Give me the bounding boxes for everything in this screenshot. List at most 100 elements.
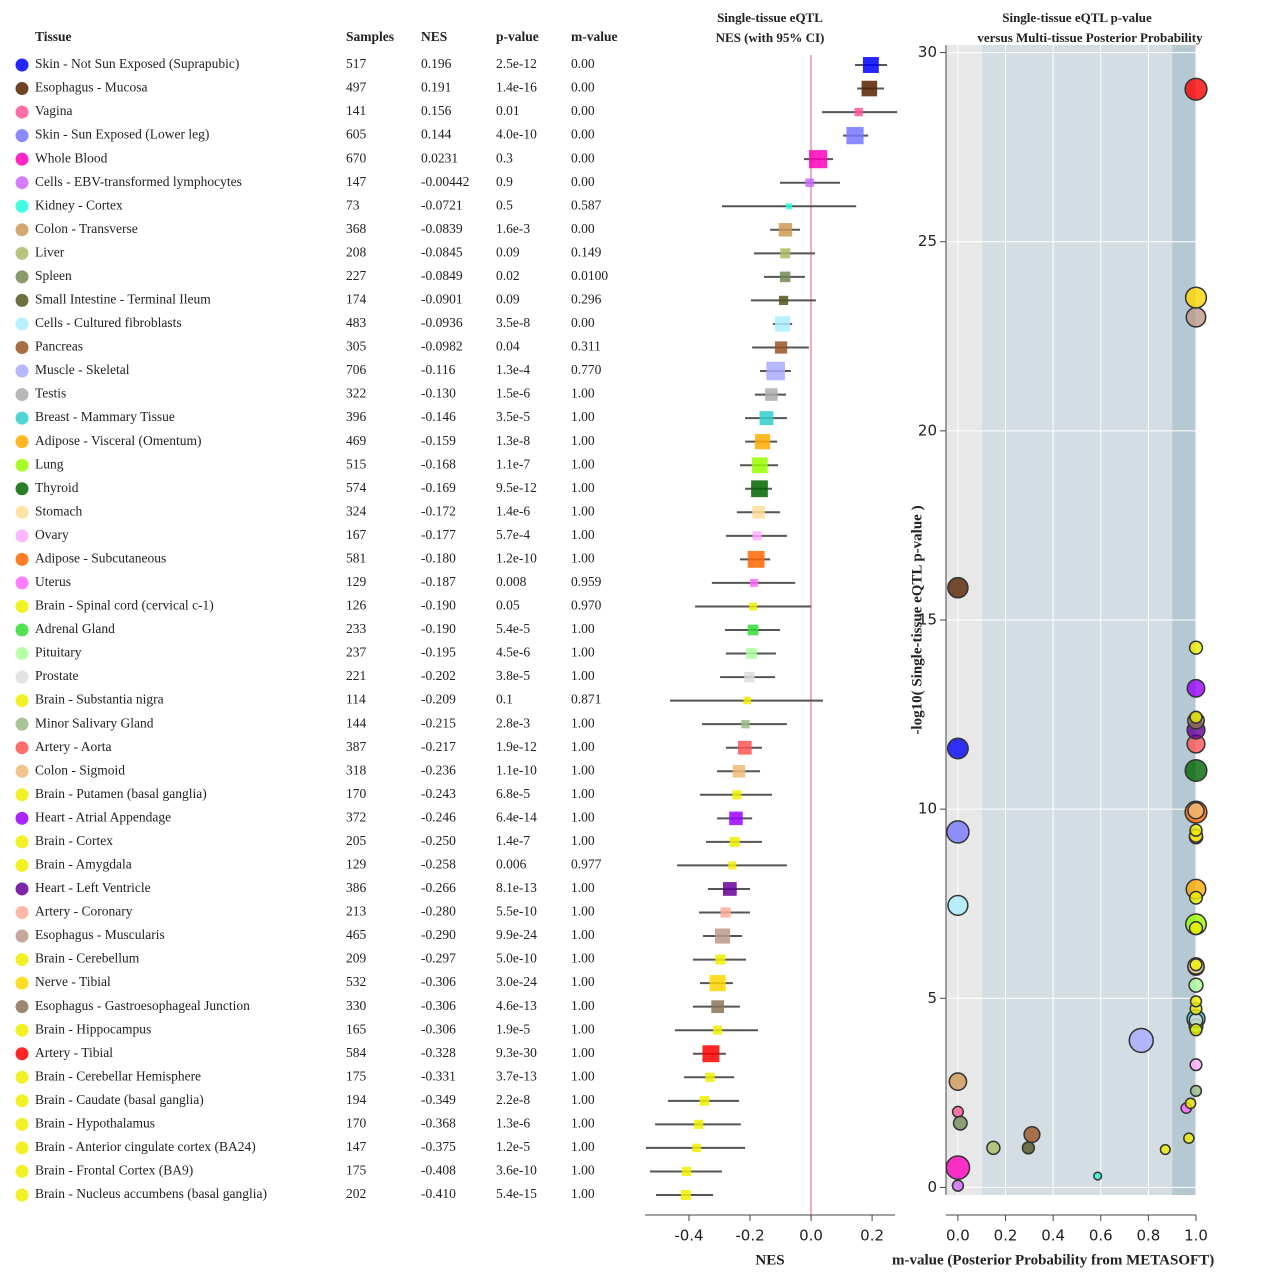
tissue-dot	[15, 82, 29, 96]
nes: -0.331	[421, 1068, 456, 1083]
tissue-dot	[15, 953, 29, 967]
tissue-dot	[15, 906, 29, 919]
tissue-point	[1184, 758, 1208, 783]
tissue-dot	[15, 1094, 29, 1108]
m-value: 1.00	[571, 833, 595, 848]
m-value: 1.00	[571, 998, 595, 1013]
nes: -0.266	[421, 880, 456, 895]
m-value: 0.00	[571, 103, 595, 118]
samples: 202	[346, 1186, 366, 1201]
nes-marker	[715, 954, 726, 965]
tissue-dot	[15, 976, 29, 990]
tissue-name: Minor Salivary Gland	[35, 715, 154, 730]
m-value: 0.149	[571, 244, 602, 259]
samples: 147	[346, 174, 367, 189]
p-value: 1.1e-7	[496, 456, 530, 471]
samples: 73	[346, 197, 360, 212]
tissue-dot	[15, 505, 29, 519]
samples: 670	[346, 150, 367, 165]
tissue-point	[1186, 678, 1206, 698]
y-tick-label: 0	[927, 1178, 937, 1196]
samples: 465	[346, 927, 367, 942]
tissue-point	[1189, 1058, 1203, 1072]
tissue-name: Artery - Tibial	[35, 1045, 113, 1060]
tissue-name: Skin - Not Sun Exposed (Suprapubic)	[35, 56, 239, 71]
p-value: 1.2e-5	[496, 1139, 530, 1154]
tissue-name: Testis	[35, 386, 66, 401]
tissue-dot	[15, 647, 29, 661]
x-tick-label: 0.4	[1041, 1227, 1065, 1245]
m-value: 1.00	[571, 645, 595, 660]
nes-marker	[780, 248, 791, 259]
m-value: 1.00	[571, 1092, 595, 1107]
tissue-dot	[15, 529, 29, 543]
p-value: 1.3e-8	[496, 433, 530, 448]
nes: 0.191	[421, 80, 451, 95]
tissue-point	[1184, 286, 1208, 309]
tissue-dot	[15, 105, 29, 119]
nes: -0.297	[421, 951, 456, 966]
nes: -0.116	[421, 362, 456, 377]
tissue-point	[1185, 306, 1207, 328]
nes-marker	[746, 648, 757, 659]
nes-marker	[694, 1119, 704, 1129]
m-value: 1.00	[571, 1045, 595, 1060]
tissue-name: Colon - Sigmoid	[35, 762, 125, 777]
samples: 194	[346, 1092, 367, 1107]
nes-marker	[747, 624, 759, 636]
tissue-point	[1093, 1171, 1103, 1181]
m-value: 1.00	[571, 974, 595, 989]
nes-marker	[744, 671, 755, 683]
nes-marker	[722, 882, 737, 896]
tissue-name: Brain - Caudate (basal ganglia)	[35, 1092, 204, 1107]
samples: 213	[346, 904, 367, 919]
x-tick-label: -0.2	[735, 1227, 764, 1245]
samples: 605	[346, 127, 367, 142]
tissue-dot	[15, 411, 29, 425]
m-value: 0.871	[571, 692, 601, 707]
samples: 515	[346, 456, 367, 471]
nes: -0.00442	[421, 174, 469, 189]
m-value: 1.00	[571, 951, 595, 966]
nes: -0.0982	[421, 339, 463, 354]
tissue-dot	[15, 670, 29, 684]
p-value: 0.9	[496, 174, 513, 189]
nes-marker	[778, 223, 793, 237]
m-value: 0.00	[571, 174, 595, 189]
nes-marker	[681, 1166, 692, 1177]
y-tick-label: 15	[918, 611, 937, 629]
p-value: 5.5e-10	[496, 904, 537, 919]
tissue-dot	[15, 1141, 29, 1155]
tissue-name: Skin - Sun Exposed (Lower leg)	[35, 127, 209, 142]
samples: 233	[346, 621, 367, 636]
tissue-dot	[15, 1047, 29, 1061]
tissue-dot	[15, 882, 29, 896]
samples: 165	[346, 1021, 367, 1036]
nes: -0.0839	[421, 221, 463, 236]
tissue-name: Lung	[35, 456, 64, 471]
tissue-dot	[15, 623, 29, 637]
samples: 208	[346, 244, 367, 259]
p-value: 5.4e-5	[496, 621, 530, 636]
x-tick-label: 0.0	[799, 1227, 823, 1245]
p-value: 0.05	[496, 598, 520, 613]
p-value: 1.3e-4	[496, 362, 530, 377]
samples: 483	[346, 315, 367, 330]
tissue-name: Vagina	[35, 103, 73, 118]
tissue-dot	[15, 176, 29, 190]
samples: 305	[346, 339, 367, 354]
forest-title: Single-tissue eQTL	[717, 10, 823, 25]
p-value: 5.4e-15	[496, 1186, 537, 1201]
y-tick-label: 5	[927, 989, 937, 1007]
tissue-dot	[15, 1023, 29, 1037]
tissue-dot	[15, 811, 29, 825]
y-tick-label: 20	[918, 421, 937, 439]
nes-marker	[809, 150, 828, 169]
nes-marker	[805, 178, 814, 187]
nes-marker	[728, 861, 737, 870]
nes: -0.215	[421, 715, 456, 730]
nes-marker	[699, 1095, 710, 1106]
nes-marker	[786, 203, 793, 210]
nes: -0.0936	[421, 315, 463, 330]
p-value: 1.4e-6	[496, 503, 530, 518]
